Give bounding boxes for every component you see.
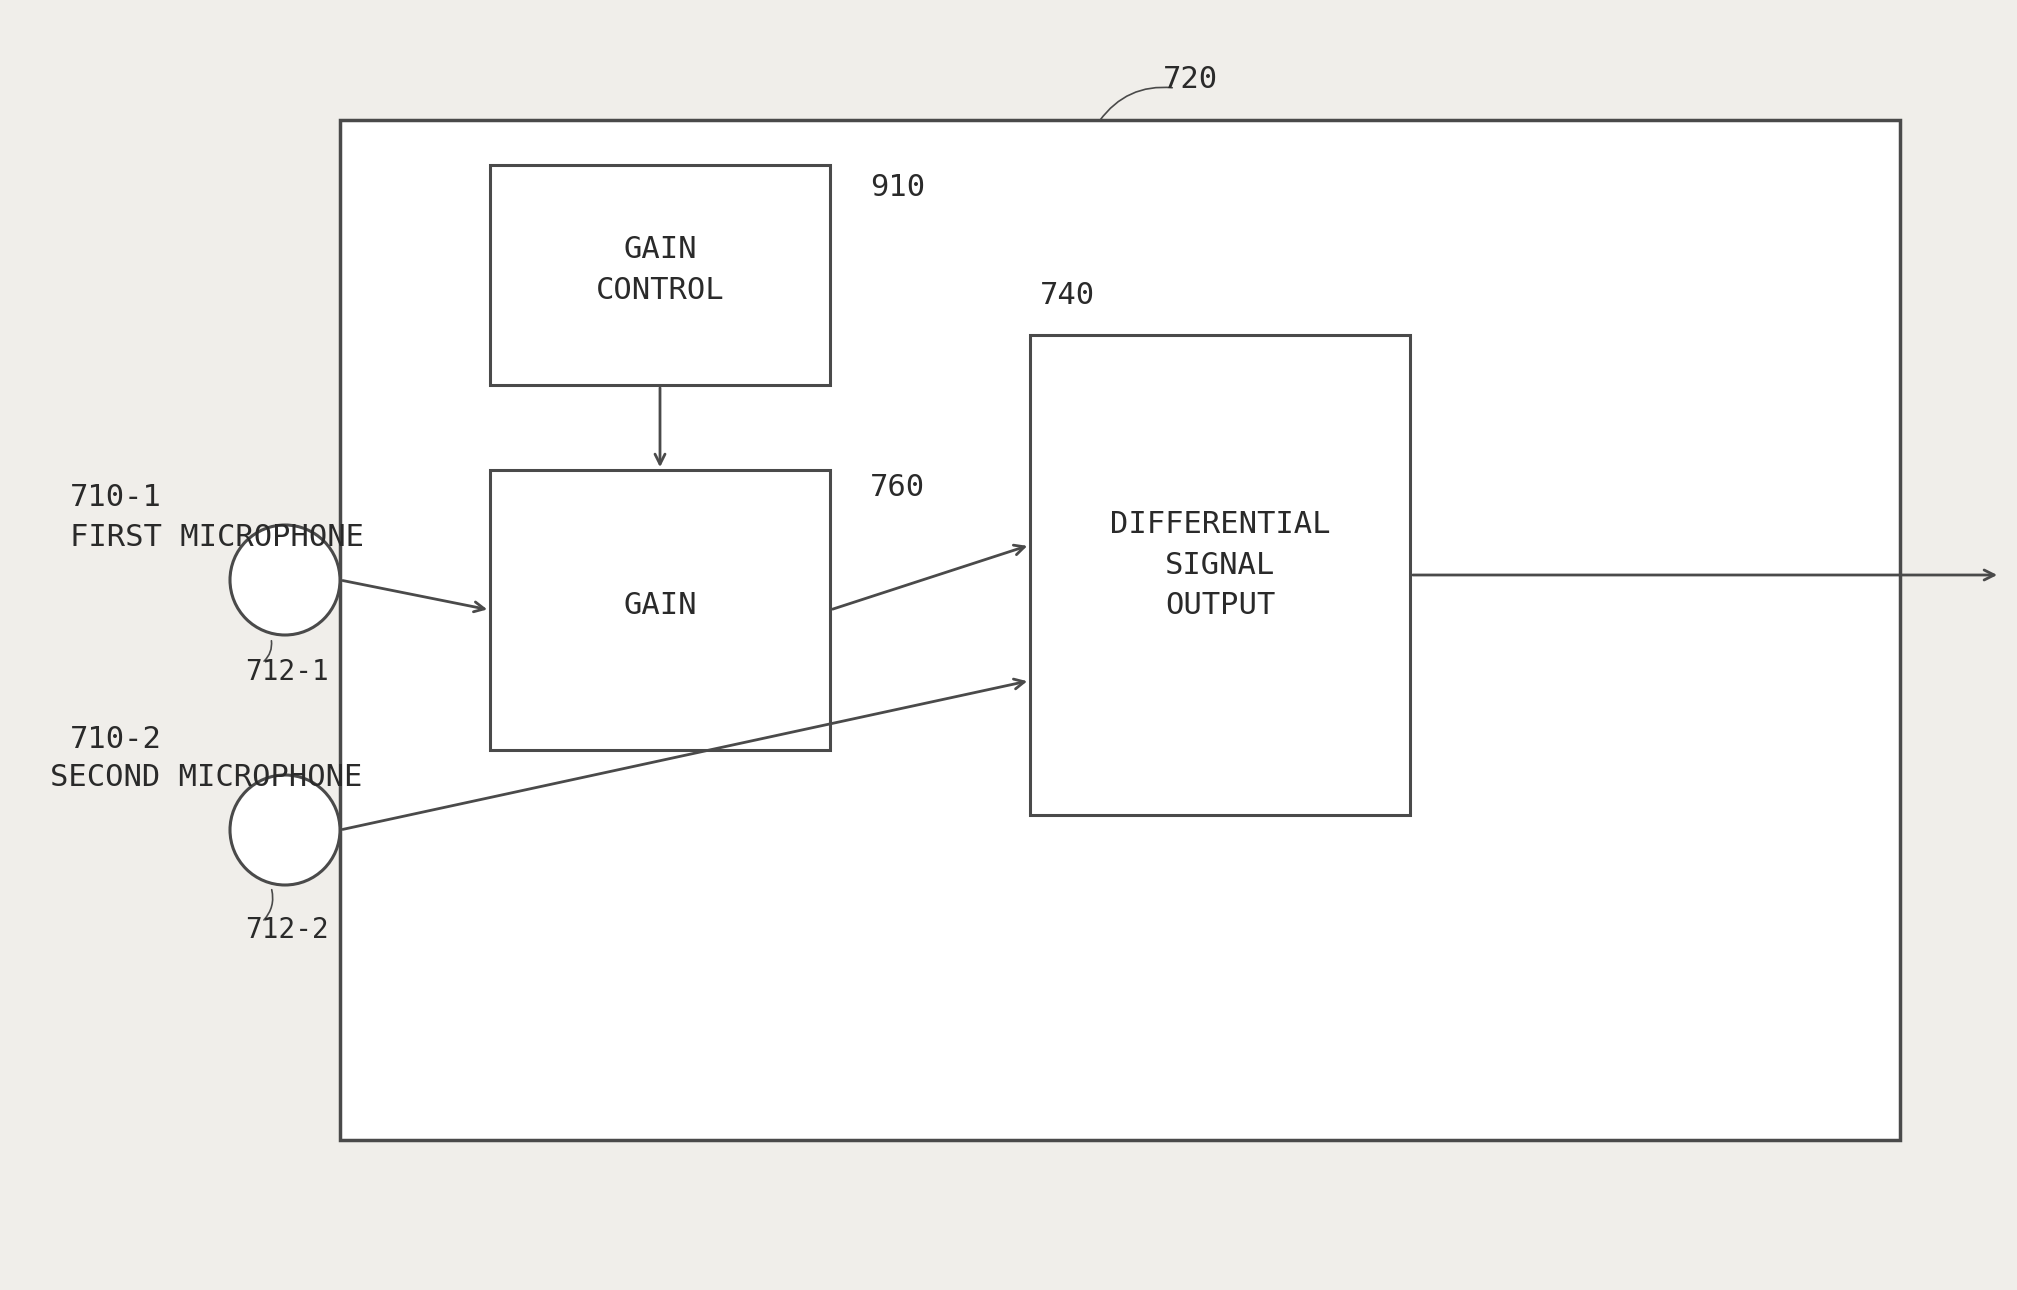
Bar bbox=[490, 165, 831, 384]
Text: 740: 740 bbox=[1041, 280, 1095, 310]
Text: 712-1: 712-1 bbox=[244, 658, 329, 686]
Text: 760: 760 bbox=[869, 473, 926, 503]
Text: 710-2: 710-2 bbox=[71, 725, 161, 755]
Text: 910: 910 bbox=[869, 173, 926, 203]
Bar bbox=[1031, 335, 1410, 815]
Text: 712-2: 712-2 bbox=[244, 916, 329, 944]
Text: 710-1: 710-1 bbox=[71, 484, 161, 512]
Circle shape bbox=[230, 775, 341, 885]
Text: GAIN
CONTROL: GAIN CONTROL bbox=[595, 235, 724, 304]
Circle shape bbox=[230, 525, 341, 635]
Text: DIFFERENTIAL
SIGNAL
OUTPUT: DIFFERENTIAL SIGNAL OUTPUT bbox=[1109, 510, 1331, 620]
Text: FIRST MICROPHONE: FIRST MICROPHONE bbox=[71, 524, 363, 552]
Bar bbox=[341, 120, 1900, 1140]
Text: 720: 720 bbox=[1162, 66, 1218, 94]
Bar bbox=[490, 470, 831, 749]
Text: SECOND MICROPHONE: SECOND MICROPHONE bbox=[50, 764, 363, 792]
Text: GAIN: GAIN bbox=[623, 591, 696, 619]
